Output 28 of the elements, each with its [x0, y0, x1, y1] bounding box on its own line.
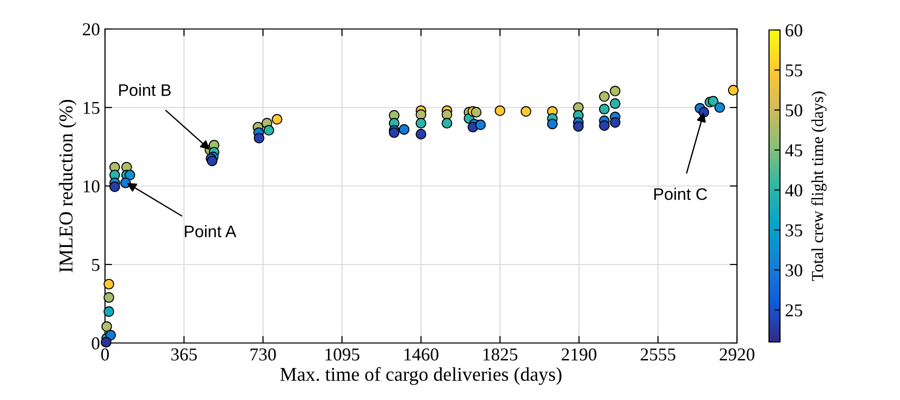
y-axis-title: IMLEO reduction (%) — [58, 100, 77, 272]
color-bar-label: 55 — [786, 64, 802, 76]
color-bar-label: 60 — [786, 24, 802, 36]
color-bar-label: 30 — [786, 264, 802, 276]
y-tick-label: 20 — [82, 23, 100, 36]
color-bar-title: Total crew flight time (days) — [811, 92, 827, 281]
x-tick-label: 1460 — [404, 348, 438, 361]
y-tick-label: 5 — [92, 258, 100, 271]
x-axis-title: Max. time of cargo deliveries (days) — [280, 367, 562, 385]
x-tick-label: 1095 — [326, 348, 360, 361]
annotation: Point C — [654, 188, 707, 200]
annotation: Point A — [184, 225, 236, 238]
color-bar-label: 50 — [786, 104, 802, 116]
color-bar-label: 35 — [786, 224, 802, 236]
y-tick-label: 0 — [92, 337, 100, 350]
x-tick-label: 2555 — [640, 348, 676, 361]
x-tick-label: 2190 — [562, 348, 596, 361]
color-bar-label: 45 — [785, 144, 802, 156]
y-tick-label: 10 — [84, 180, 100, 192]
x-tick-label: 2920 — [720, 348, 754, 361]
x-tick-label: 1825 — [484, 348, 518, 361]
y-tick-label: 15 — [84, 102, 100, 114]
annotation: Point B — [119, 84, 171, 96]
x-tick-label: 730 — [250, 348, 276, 361]
color-bar-label: 25 — [786, 304, 802, 316]
x-tick-label: 365 — [171, 348, 197, 361]
x-tick-label: 0 — [101, 348, 109, 361]
color-bar-label: 40 — [785, 184, 802, 196]
